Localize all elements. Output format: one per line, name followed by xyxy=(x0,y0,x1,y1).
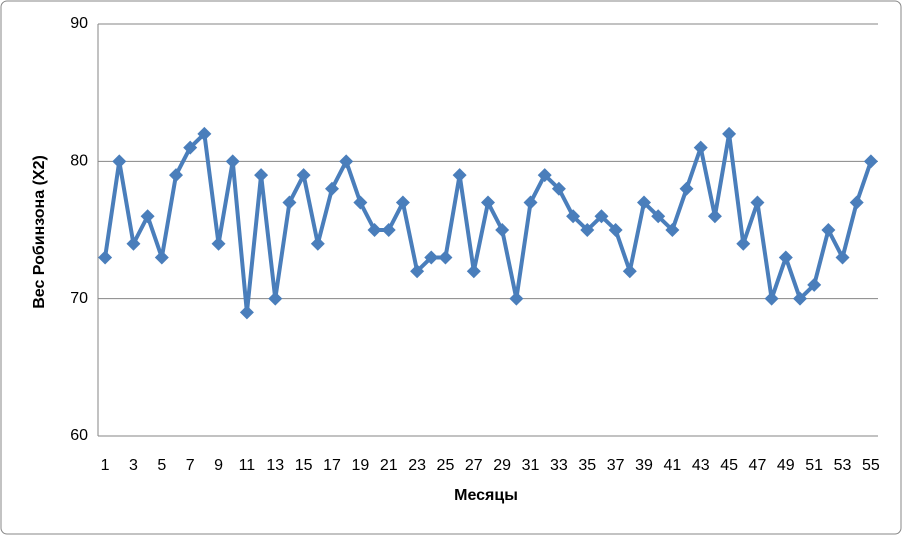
y-tick-label: 90 xyxy=(70,15,88,32)
data-marker xyxy=(580,223,595,237)
data-marker xyxy=(112,154,127,169)
data-marker xyxy=(339,154,354,169)
x-tick-label: 7 xyxy=(186,457,195,474)
x-tick-label: 3 xyxy=(129,457,138,474)
data-marker xyxy=(481,195,495,210)
x-tick-label: 1 xyxy=(101,457,110,474)
data-marker xyxy=(722,126,737,141)
data-marker xyxy=(537,168,552,183)
y-axis-label: Вес Робинзона (Х2) xyxy=(31,155,48,309)
x-axis-label: Месяцы xyxy=(454,487,518,504)
data-marker xyxy=(452,168,467,183)
data-marker xyxy=(282,195,297,210)
data-marker xyxy=(863,154,878,169)
data-marker xyxy=(835,250,850,265)
x-tick-label: 43 xyxy=(692,457,710,474)
x-tick-label: 5 xyxy=(157,457,166,474)
data-marker xyxy=(225,154,240,169)
data-marker xyxy=(140,209,155,224)
data-marker xyxy=(849,195,864,210)
data-marker xyxy=(239,305,254,320)
x-tick-label: 29 xyxy=(493,457,511,474)
x-tick-label: 41 xyxy=(663,457,681,474)
x-tick-label: 19 xyxy=(351,457,369,474)
data-marker xyxy=(509,291,524,306)
x-tick-label: 11 xyxy=(239,457,256,474)
x-tick-label: 33 xyxy=(550,457,568,474)
data-marker xyxy=(566,209,581,224)
x-tick-label: 51 xyxy=(805,457,823,474)
x-tick-label: 37 xyxy=(607,457,625,474)
data-marker xyxy=(665,223,680,237)
data-marker xyxy=(438,250,453,265)
x-tick-label: 47 xyxy=(749,457,767,474)
data-marker xyxy=(169,168,183,183)
data-marker xyxy=(325,181,339,196)
data-marker xyxy=(707,209,722,224)
data-marker xyxy=(296,168,311,183)
data-marker xyxy=(651,209,666,224)
data-marker xyxy=(778,250,793,265)
x-tick-label: 17 xyxy=(323,457,341,474)
x-tick-label: 35 xyxy=(578,457,596,474)
x-tick-label: 31 xyxy=(522,457,540,474)
x-tick-label: 15 xyxy=(295,457,313,474)
data-marker xyxy=(764,291,779,306)
data-marker xyxy=(637,195,651,210)
data-marker xyxy=(523,195,538,210)
data-marker xyxy=(183,140,198,155)
data-marker xyxy=(197,126,212,141)
data-marker xyxy=(693,140,708,155)
data-marker xyxy=(594,209,609,224)
data-marker xyxy=(381,223,396,237)
x-tick-label: 45 xyxy=(720,457,738,474)
x-tick-label: 27 xyxy=(465,457,483,474)
data-marker xyxy=(679,181,694,196)
x-tick-label: 39 xyxy=(635,457,653,474)
x-tick-label: 13 xyxy=(266,457,284,474)
x-tick-label: 21 xyxy=(380,457,398,474)
x-tick-label: 9 xyxy=(214,457,223,474)
x-tick-label: 49 xyxy=(777,457,795,474)
data-marker xyxy=(211,236,226,251)
data-marker xyxy=(736,236,751,251)
data-marker xyxy=(268,291,283,306)
data-marker xyxy=(750,195,765,210)
data-marker xyxy=(793,291,807,306)
y-tick-label: 70 xyxy=(70,290,88,307)
data-marker xyxy=(126,236,141,251)
data-marker xyxy=(410,264,425,279)
data-marker xyxy=(807,277,822,292)
data-marker xyxy=(310,236,325,251)
data-marker xyxy=(495,223,510,237)
data-marker xyxy=(821,223,836,237)
data-marker xyxy=(154,250,169,265)
data-marker xyxy=(608,223,623,237)
x-tick-label: 25 xyxy=(437,457,455,474)
data-marker xyxy=(424,250,439,265)
x-tick-label: 23 xyxy=(408,457,426,474)
x-tick-label: 55 xyxy=(862,457,880,474)
data-marker xyxy=(353,195,368,210)
y-tick-label: 60 xyxy=(70,427,88,444)
data-marker xyxy=(622,264,637,279)
x-tick-label: 53 xyxy=(834,457,852,474)
data-marker xyxy=(466,264,481,279)
y-tick-label: 80 xyxy=(70,153,88,170)
data-marker xyxy=(254,168,269,183)
data-marker xyxy=(395,195,410,210)
data-marker xyxy=(367,223,382,237)
data-marker xyxy=(551,181,566,196)
data-marker xyxy=(98,250,113,265)
